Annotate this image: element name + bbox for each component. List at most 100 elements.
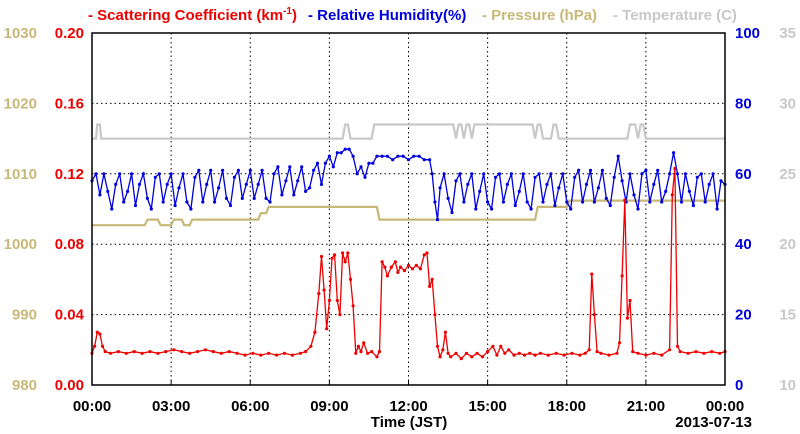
humidity-point	[435, 218, 440, 222]
scattering-point	[410, 267, 415, 271]
humidity-point	[363, 175, 367, 179]
scattering-point	[590, 272, 594, 276]
humidity-point	[695, 175, 699, 179]
humidity-tick-label: 0	[735, 377, 743, 394]
scattering-point	[338, 313, 342, 317]
scattering-point	[380, 260, 384, 264]
scattering-point	[389, 265, 393, 269]
scattering-point	[377, 350, 382, 354]
scattering-point	[459, 357, 463, 361]
humidity-point	[703, 200, 707, 204]
humidity-point	[525, 200, 529, 204]
humidity-point	[157, 172, 161, 176]
scattering-point	[617, 341, 622, 345]
humidity-point	[288, 165, 292, 169]
scattering-point	[644, 353, 648, 357]
humidity-point	[161, 200, 165, 204]
scattering-point	[522, 353, 527, 357]
legend-temperature-text: - Temperature (	[613, 7, 721, 24]
humidity-point	[428, 158, 432, 162]
x-tick-label: 15:00	[468, 398, 506, 415]
humidity-point	[236, 168, 240, 172]
humidity-point	[699, 172, 703, 176]
scattering-point	[607, 353, 611, 357]
humidity-point	[240, 196, 244, 200]
x-tick-label: 00:00	[706, 398, 744, 415]
scattering-tick-label: 0.00	[55, 377, 84, 394]
humidity-point	[331, 165, 335, 169]
scattering-point	[124, 351, 128, 355]
scattering-point	[211, 350, 215, 354]
humidity-point	[205, 182, 209, 186]
humidity-point	[474, 207, 478, 211]
scattering-point	[351, 304, 355, 308]
humidity-tick-label: 20	[735, 307, 752, 324]
humidity-point	[260, 168, 264, 172]
scattering-point	[433, 313, 437, 317]
scattering-point	[554, 351, 558, 355]
humidity-point	[679, 200, 684, 204]
humidity-point	[628, 172, 632, 176]
humidity-tick-label: 60	[735, 166, 752, 183]
humidity-point	[707, 182, 711, 186]
humidity-point	[620, 179, 624, 183]
temperature-line	[92, 123, 725, 140]
humidity-point	[177, 186, 181, 190]
scattering-point	[366, 351, 370, 355]
humidity-point	[521, 172, 525, 176]
scattering-point	[675, 344, 680, 348]
humidity-point	[412, 154, 416, 158]
humidity-point	[248, 168, 252, 172]
scattering-tick-label: 0.08	[55, 236, 84, 253]
scattering-point	[628, 298, 632, 303]
scattering-point	[454, 351, 458, 355]
humidity-point	[612, 175, 616, 179]
humidity-point	[486, 200, 490, 204]
scattering-point	[383, 265, 387, 269]
temperature-tick-label: 15	[779, 307, 796, 324]
humidity-point	[396, 154, 400, 158]
humidity-point	[213, 200, 217, 204]
scattering-point	[636, 351, 640, 355]
humidity-point	[272, 172, 276, 176]
x-tick-label: 12:00	[389, 398, 427, 415]
humidity-point	[401, 154, 405, 158]
humidity-point	[224, 196, 229, 200]
scattering-point	[393, 260, 397, 264]
scattering-point	[583, 351, 587, 355]
scattering-point	[313, 330, 317, 334]
humidity-point	[711, 172, 715, 176]
scattering-point	[172, 348, 176, 352]
humidity-point	[284, 179, 288, 183]
humidity-point	[664, 189, 668, 193]
humidity-point	[181, 172, 185, 176]
humidity-point	[616, 154, 620, 158]
humidity-point	[201, 200, 205, 204]
scattering-point	[309, 344, 313, 348]
scattering-point	[180, 350, 184, 354]
scattering-point	[499, 344, 503, 348]
humidity-point	[454, 179, 458, 183]
pressure-tick-label: 1010	[4, 166, 37, 183]
humidity-point	[636, 207, 640, 211]
scattering-point	[362, 341, 366, 345]
scattering-point	[282, 351, 287, 355]
legend-scattering: - Scattering Coefficient (km-1)	[88, 6, 297, 24]
scattering-point	[422, 253, 426, 257]
scattering-point	[195, 350, 200, 354]
humidity-point	[490, 207, 494, 211]
humidity-point	[252, 196, 256, 200]
scattering-tick-label: 0.20	[55, 25, 84, 42]
scattering-point	[375, 355, 379, 359]
scattering-point	[108, 351, 113, 355]
scattering-point	[495, 353, 499, 357]
series-layer	[90, 123, 727, 361]
humidity-point	[380, 154, 384, 158]
grid	[92, 33, 725, 385]
humidity-point	[153, 175, 157, 179]
scattering-point	[718, 351, 722, 355]
humidity-point	[359, 165, 363, 169]
scattering-point	[428, 284, 432, 288]
scattering-point	[533, 353, 537, 357]
